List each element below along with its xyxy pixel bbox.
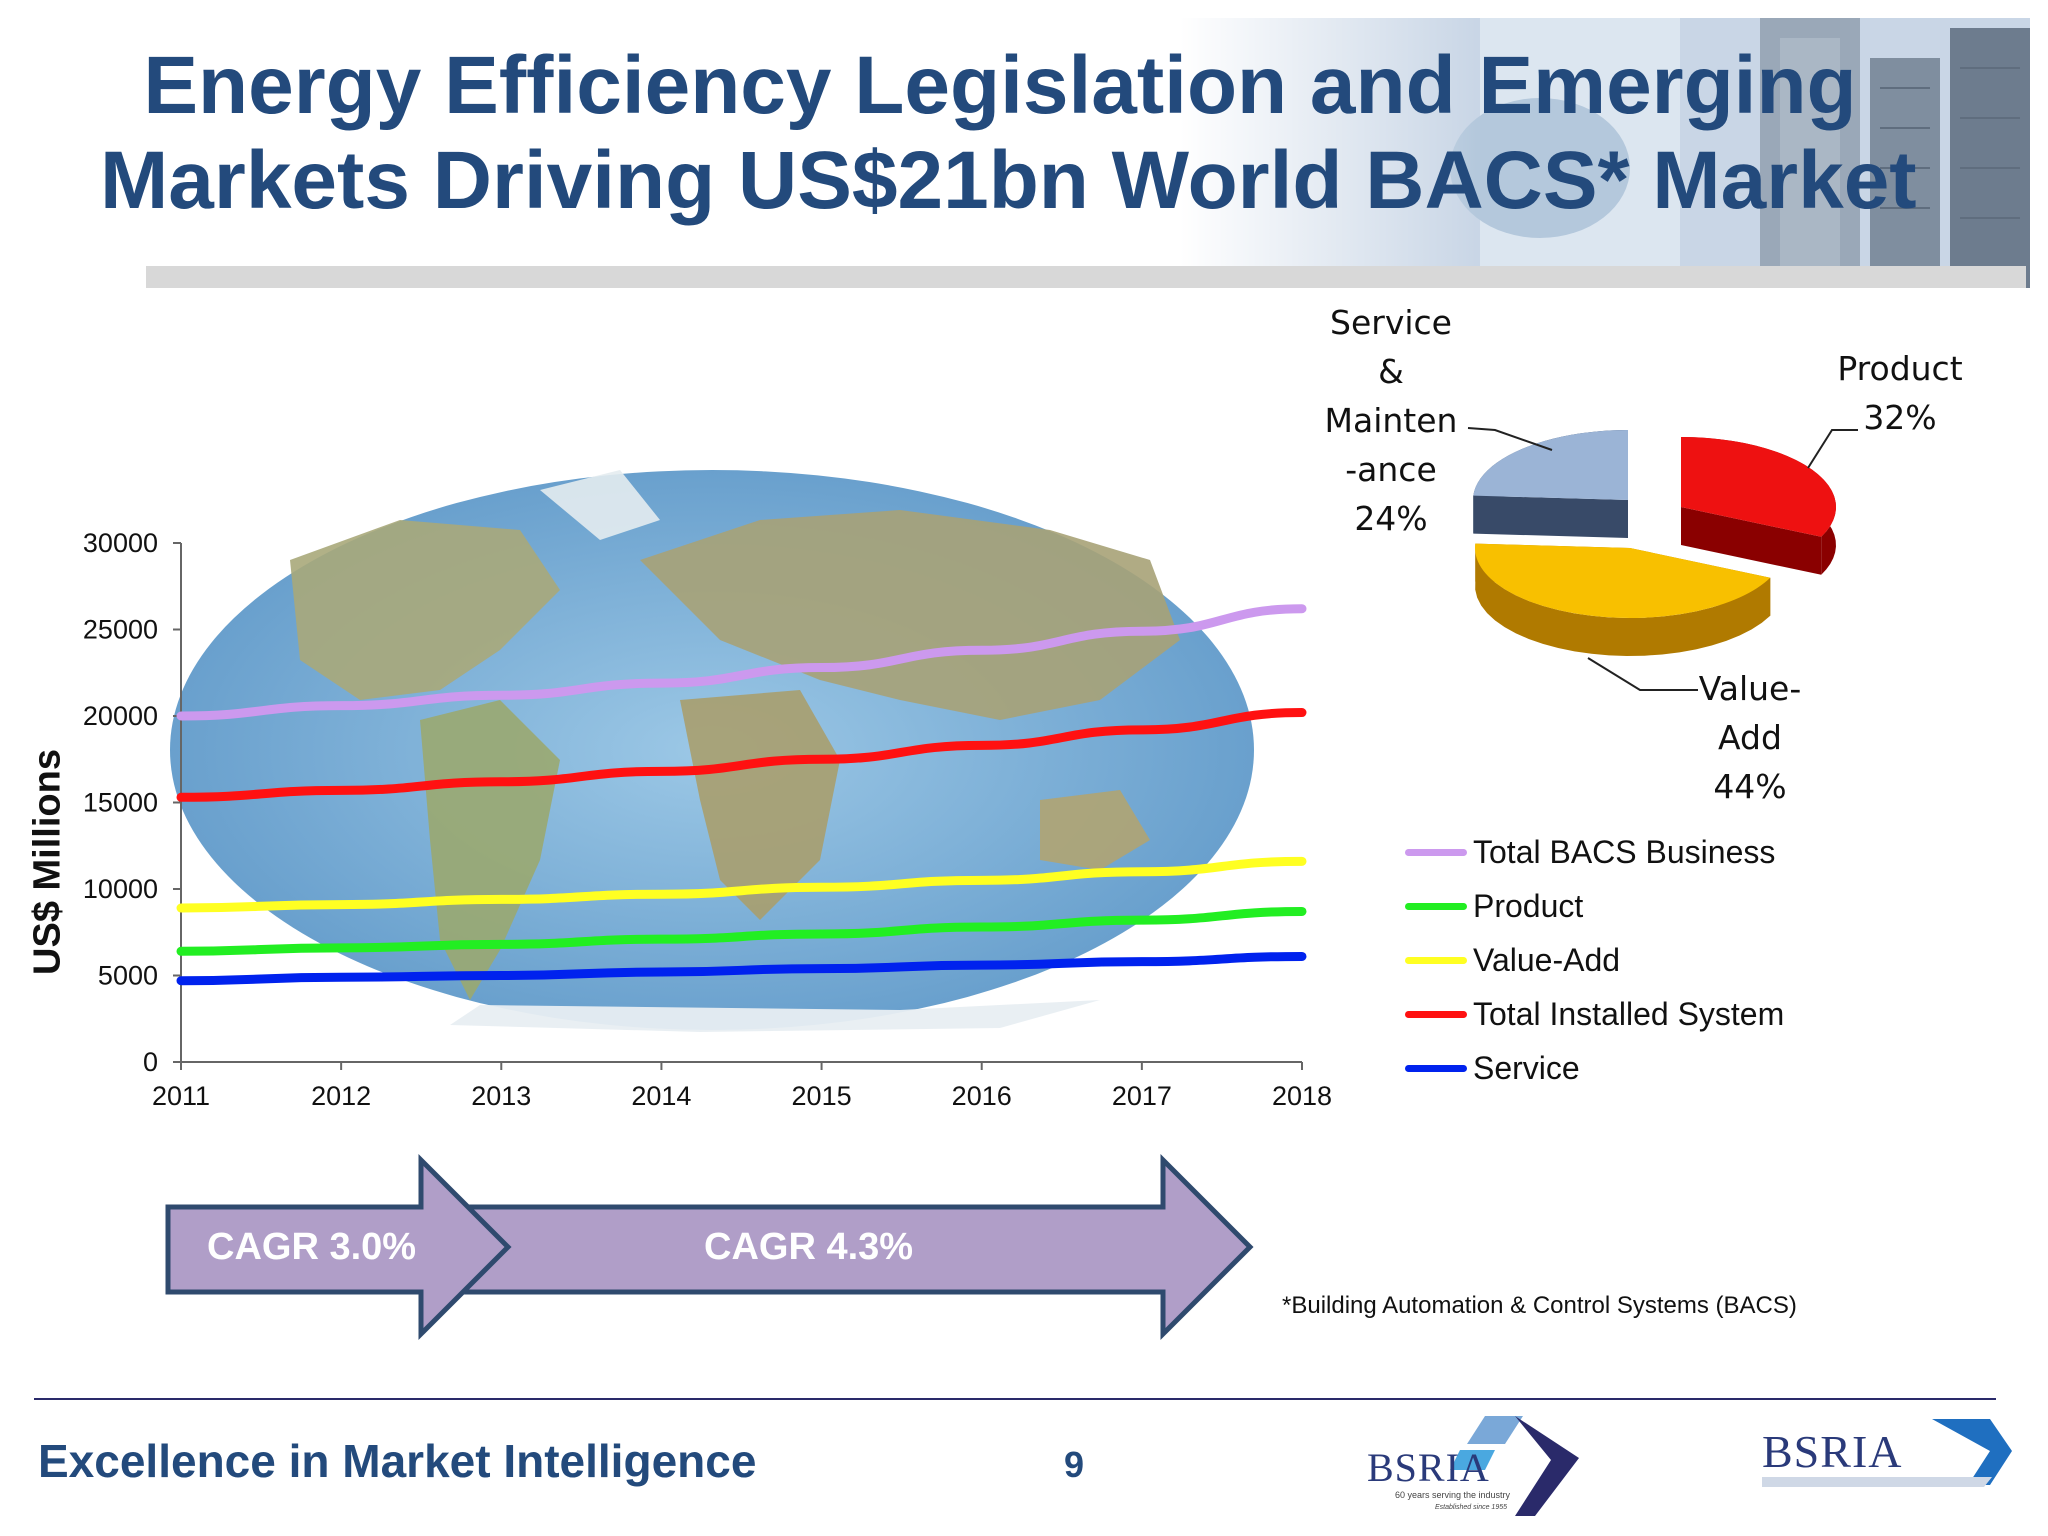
pie-slice-top xyxy=(1681,437,1836,537)
series-lines xyxy=(176,604,1307,986)
x-tick-label: 2013 xyxy=(471,1081,531,1111)
x-tick-label: 2012 xyxy=(311,1081,371,1111)
pie-slice-service-mainten-ance xyxy=(1473,430,1628,538)
cagr-arrows xyxy=(165,1153,1254,1341)
series-line-service xyxy=(176,951,1307,986)
page-number: 9 xyxy=(1064,1444,1085,1485)
legend-label: Product xyxy=(1473,887,1584,924)
pie-slice-top xyxy=(1475,543,1771,618)
x-ticks: 2011 2012 2013 2014 2015 2016 2017 2018 xyxy=(152,1062,1332,1111)
pie-slice-cut-face xyxy=(1681,507,1822,575)
legend-swatch xyxy=(1405,902,1467,910)
legend-label: Total BACS Business xyxy=(1473,833,1776,870)
legend-item: Total BACS Business xyxy=(1405,825,1784,879)
legend: Total BACS Business Product Value-Add Total… xyxy=(1405,825,1784,1095)
legend-swatch xyxy=(1405,1064,1467,1072)
legend-swatch xyxy=(1405,1010,1467,1018)
x-tick-label: 2018 xyxy=(1272,1081,1332,1111)
bsria-logo: BSRIA xyxy=(1762,1415,2012,1490)
y-tick-label: 0 xyxy=(143,1047,158,1077)
pie-slice-side xyxy=(1475,543,1771,656)
series-line-total-bacs-business xyxy=(176,604,1307,721)
footnote: *Building Automation & Control Systems (… xyxy=(1282,1292,1797,1319)
legend-item: Value-Add xyxy=(1405,933,1784,987)
y-tick-label: 10000 xyxy=(83,874,158,904)
logo1-wordmark: BSRIA xyxy=(1367,1445,1490,1490)
y-ticks: 0 5000 10000 15000 20000 25000 30000 xyxy=(83,528,181,1077)
legend-label: Total Installed System xyxy=(1473,995,1785,1032)
legend-label: Value-Add xyxy=(1473,941,1621,978)
logo-chevron-icon xyxy=(1450,1416,1579,1516)
pie-leader-lines xyxy=(1467,427,1858,691)
x-tick-label: 2014 xyxy=(631,1081,691,1111)
pie-slice-cut-face xyxy=(1473,495,1628,538)
x-tick-label: 2017 xyxy=(1112,1081,1172,1111)
y-tick-label: 15000 xyxy=(83,788,158,818)
logo1-subtitle: 60 years serving the industry xyxy=(1395,1490,1511,1500)
cagr-second-label: CAGR 4.3% xyxy=(704,1226,914,1268)
banner-image xyxy=(1180,18,2030,288)
cagr-arrow-second xyxy=(377,1153,1254,1341)
y-tick-label: 25000 xyxy=(83,615,158,645)
pie-slice-value-add xyxy=(1475,543,1771,656)
world-map-background xyxy=(170,470,1254,1032)
pie-slice-top xyxy=(1473,430,1628,500)
cagr-arrow-first xyxy=(165,1153,512,1341)
y-tick-label: 30000 xyxy=(83,528,158,558)
x-tick-label: 2015 xyxy=(792,1081,852,1111)
pie-label-product: Product 32% xyxy=(1837,349,1963,437)
series-line-product xyxy=(176,906,1307,956)
logo2-wordmark: BSRIA xyxy=(1762,1426,1903,1477)
y-tick-label: 5000 xyxy=(98,961,158,991)
logo1-established: Established since 1955 xyxy=(1435,1504,1507,1511)
bsria-logo-anniversary: BSRIA 60 years serving the industry Esta… xyxy=(1365,1410,1585,1520)
slide-title: Energy Efficiency Legislation and Emergi… xyxy=(100,38,1917,228)
logo2-swoosh-icon xyxy=(1762,1419,2012,1487)
title-line-2: Markets Driving US$21bn World BACS* Mark… xyxy=(100,135,1917,226)
y-tick-label: 20000 xyxy=(83,701,158,731)
series-line-total-installed-system xyxy=(176,708,1307,802)
x-tick-label: 2011 xyxy=(152,1081,210,1111)
pie-chart xyxy=(1473,430,1836,656)
cagr-first-label: CAGR 3.0% xyxy=(207,1226,417,1268)
legend-item: Product xyxy=(1405,879,1784,933)
pie-label-value-add: Value- Add 44% xyxy=(1698,669,1802,806)
x-tick-label: 2016 xyxy=(952,1081,1012,1111)
footer-tagline: Excellence in Market Intelligence xyxy=(38,1435,757,1487)
series-line-value-add xyxy=(176,856,1307,913)
legend-item: Service xyxy=(1405,1041,1784,1095)
title-divider-bar xyxy=(146,266,2026,288)
legend-swatch xyxy=(1405,956,1467,964)
legend-swatch xyxy=(1405,848,1467,856)
footer-divider xyxy=(34,1398,1996,1400)
pie-label-service: Service & Mainten -ance 24% xyxy=(1324,303,1458,538)
legend-item: Total Installed System xyxy=(1405,987,1784,1041)
title-line-1: Energy Efficiency Legislation and Emergi… xyxy=(143,40,1857,131)
pie-slice-product xyxy=(1681,437,1836,575)
legend-label: Service xyxy=(1473,1049,1580,1086)
